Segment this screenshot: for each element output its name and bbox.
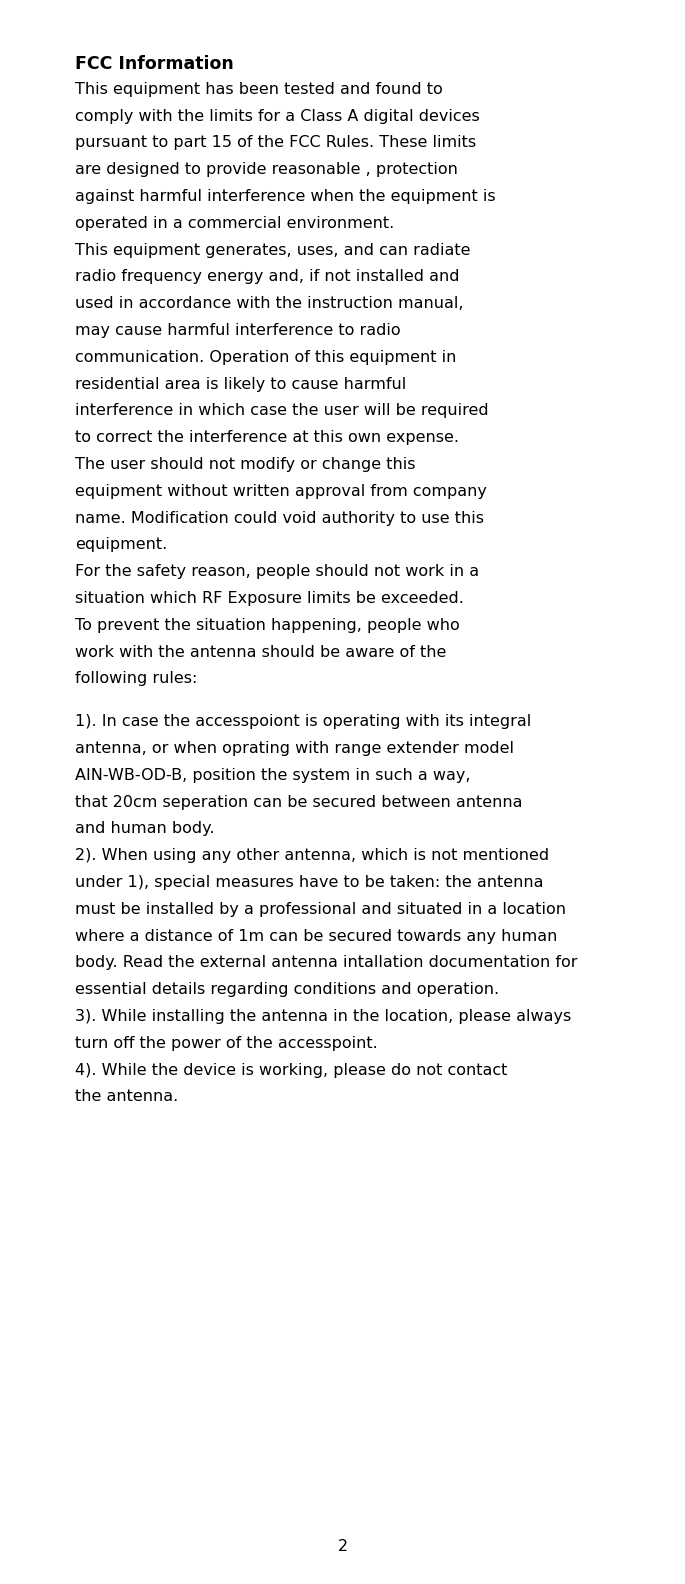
Text: The user should not modify or change this: The user should not modify or change thi… (75, 458, 416, 472)
Text: This equipment has been tested and found to: This equipment has been tested and found… (75, 82, 443, 97)
Text: 1). In case the accesspoiont is operating with its integral: 1). In case the accesspoiont is operatin… (75, 714, 532, 729)
Text: This equipment generates, uses, and can radiate: This equipment generates, uses, and can … (75, 242, 471, 258)
Text: equipment without written approval from company: equipment without written approval from … (75, 483, 487, 499)
Text: operated in a commercial environment.: operated in a commercial environment. (75, 215, 395, 231)
Text: radio frequency energy and, if not installed and: radio frequency energy and, if not insta… (75, 269, 460, 285)
Text: body. Read the external antenna intallation documentation for: body. Read the external antenna intallat… (75, 955, 577, 971)
Text: antenna, or when oprating with range extender model: antenna, or when oprating with range ext… (75, 741, 514, 756)
Text: FCC Information: FCC Information (75, 55, 234, 73)
Text: To prevent the situation happening, people who: To prevent the situation happening, peop… (75, 618, 460, 632)
Text: must be installed by a professional and situated in a location: must be installed by a professional and … (75, 901, 566, 917)
Text: communication. Operation of this equipment in: communication. Operation of this equipme… (75, 350, 456, 364)
Text: essential details regarding conditions and operation.: essential details regarding conditions a… (75, 982, 499, 998)
Text: against harmful interference when the equipment is: against harmful interference when the eq… (75, 188, 496, 204)
Text: 3). While installing the antenna in the location, please always: 3). While installing the antenna in the … (75, 1009, 571, 1025)
Text: comply with the limits for a Class A digital devices: comply with the limits for a Class A dig… (75, 109, 480, 124)
Text: following rules:: following rules: (75, 672, 197, 686)
Text: situation which RF Exposure limits be exceeded.: situation which RF Exposure limits be ex… (75, 591, 464, 607)
Text: are designed to provide reasonable , protection: are designed to provide reasonable , pro… (75, 162, 458, 177)
Text: AIN-WB-OD-B, position the system in such a way,: AIN-WB-OD-B, position the system in such… (75, 768, 471, 782)
Text: residential area is likely to cause harmful: residential area is likely to cause harm… (75, 377, 406, 391)
Text: that 20cm seperation can be secured between antenna: that 20cm seperation can be secured betw… (75, 795, 523, 809)
Text: where a distance of 1m can be secured towards any human: where a distance of 1m can be secured to… (75, 928, 558, 944)
Text: may cause harmful interference to radio: may cause harmful interference to radio (75, 323, 401, 337)
Text: name. Modification could void authority to use this: name. Modification could void authority … (75, 510, 484, 526)
Text: pursuant to part 15 of the FCC Rules. These limits: pursuant to part 15 of the FCC Rules. Th… (75, 135, 476, 150)
Text: turn off the power of the accesspoint.: turn off the power of the accesspoint. (75, 1036, 377, 1050)
Text: used in accordance with the instruction manual,: used in accordance with the instruction … (75, 296, 464, 310)
Text: the antenna.: the antenna. (75, 1090, 178, 1104)
Text: under 1), special measures have to be taken: the antenna: under 1), special measures have to be ta… (75, 874, 543, 890)
Text: 4). While the device is working, please do not contact: 4). While the device is working, please … (75, 1063, 508, 1077)
Text: work with the antenna should be aware of the: work with the antenna should be aware of… (75, 645, 447, 659)
Text: to correct the interference at this own expense.: to correct the interference at this own … (75, 431, 459, 445)
Text: 2: 2 (338, 1540, 347, 1554)
Text: interference in which case the user will be required: interference in which case the user will… (75, 404, 488, 418)
Text: 2). When using any other antenna, which is not mentioned: 2). When using any other antenna, which … (75, 849, 549, 863)
Text: For the safety reason, people should not work in a: For the safety reason, people should not… (75, 564, 479, 580)
Text: and human body.: and human body. (75, 822, 214, 836)
Text: equipment.: equipment. (75, 537, 167, 553)
